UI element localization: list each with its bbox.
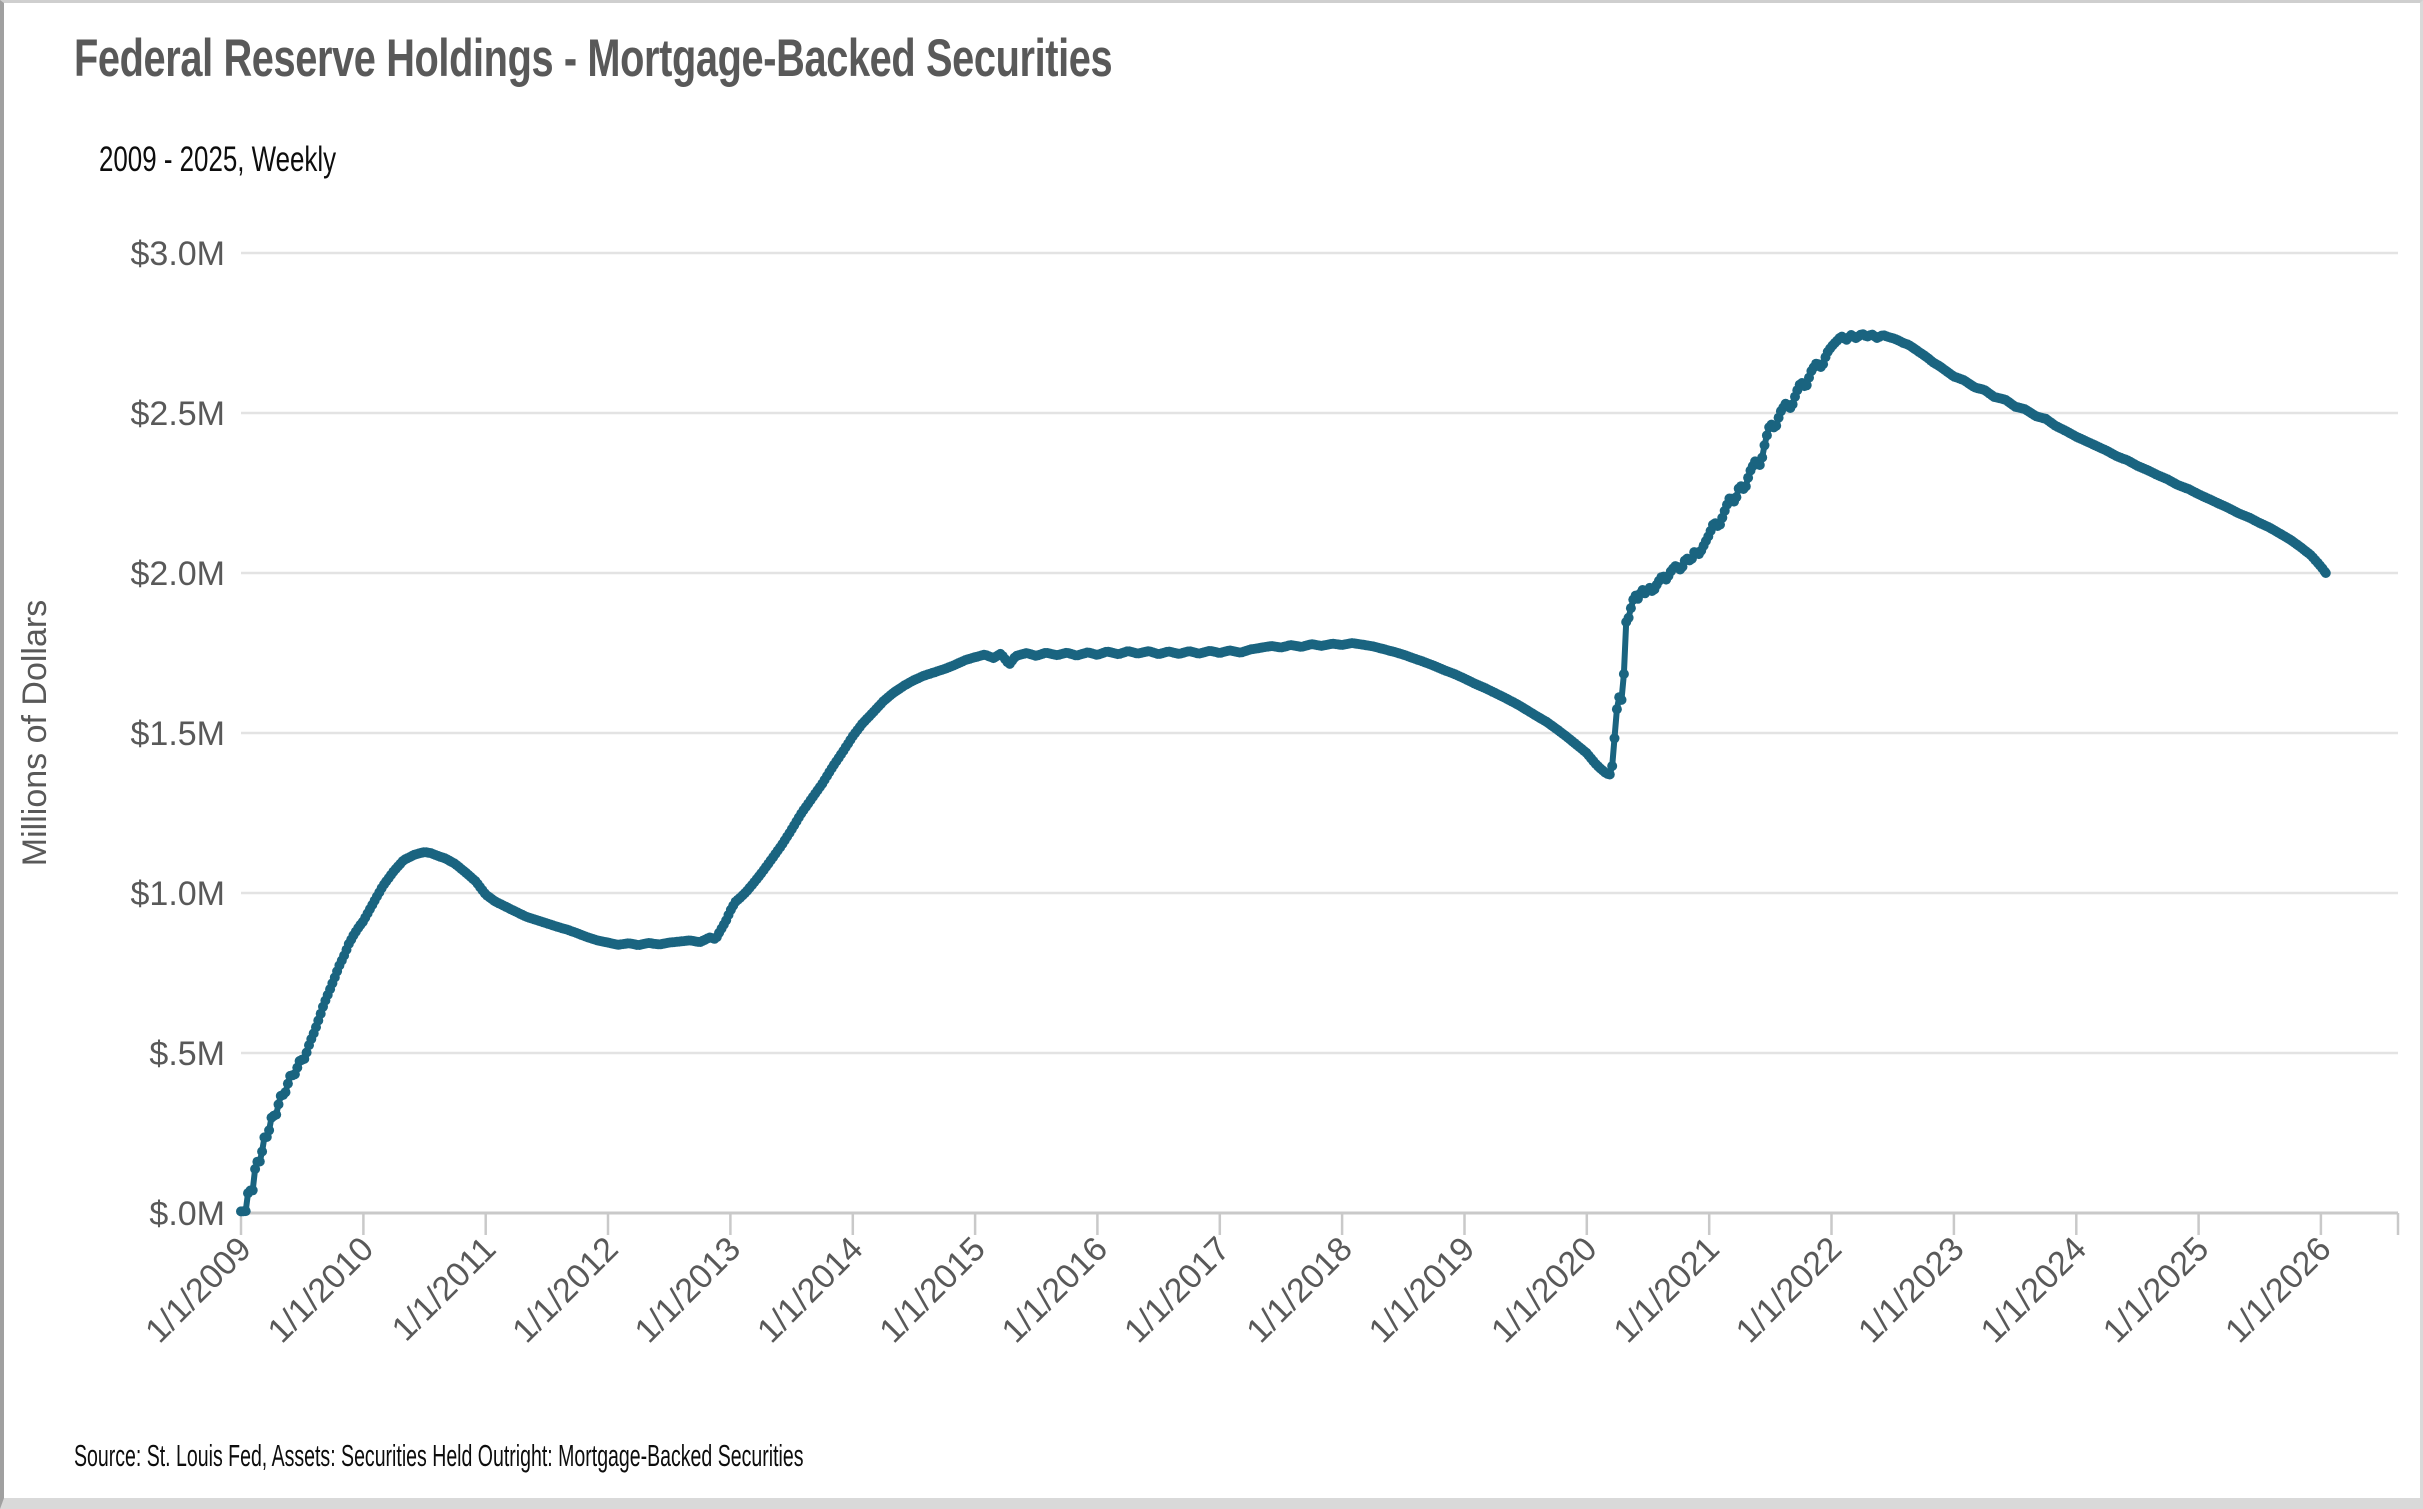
series-markers bbox=[236, 329, 2331, 1217]
x-tick-label: 1/1/2023 bbox=[1851, 1230, 1971, 1350]
x-tick-label: 1/1/2017 bbox=[1117, 1230, 1237, 1350]
x-tick-label: 1/1/2021 bbox=[1606, 1230, 1726, 1350]
x-tick-label: 1/1/2019 bbox=[1362, 1230, 1482, 1350]
x-tick-label: 1/1/2013 bbox=[628, 1230, 748, 1350]
x-tick-label: 1/1/2018 bbox=[1239, 1230, 1359, 1350]
y-tick-label: $3.0M bbox=[131, 235, 226, 273]
x-tick-label: 1/1/2024 bbox=[1973, 1230, 2093, 1350]
x-tick-label: 1/1/2010 bbox=[261, 1230, 381, 1350]
chart-title: Federal Reserve Holdings - Mortgage-Back… bbox=[74, 29, 1113, 88]
y-tick-label: $.5M bbox=[149, 1035, 225, 1073]
y-axis-title: Millions of Dollars bbox=[16, 600, 54, 866]
x-tick-label: 1/1/2011 bbox=[385, 1230, 504, 1349]
x-tick-label: 1/1/2020 bbox=[1484, 1230, 1604, 1350]
chart-subtitle: 2009 - 2025, Weekly bbox=[99, 140, 337, 179]
x-tick-label: 1/1/2014 bbox=[750, 1230, 870, 1350]
y-tick-label: $2.0M bbox=[131, 555, 226, 593]
x-tick-label: 1/1/2009 bbox=[138, 1230, 258, 1350]
x-tick-label: 1/1/2022 bbox=[1729, 1230, 1849, 1350]
source-note: Source: St. Louis Fed, Assets: Securitie… bbox=[74, 1438, 804, 1473]
y-tick-label: $2.5M bbox=[131, 395, 226, 433]
x-tick-label: 1/1/2016 bbox=[995, 1230, 1115, 1350]
y-tick-label: $.0M bbox=[149, 1195, 225, 1233]
x-tick-label: 1/1/2026 bbox=[2218, 1230, 2338, 1350]
series-line bbox=[238, 331, 2329, 1215]
x-tick-label: 1/1/2015 bbox=[872, 1230, 992, 1350]
y-tick-label: $1.0M bbox=[131, 875, 226, 913]
y-tick-label: $1.5M bbox=[131, 715, 226, 753]
x-tick-label: 1/1/2012 bbox=[505, 1230, 625, 1350]
x-tick-label: 1/1/2025 bbox=[2096, 1230, 2216, 1350]
